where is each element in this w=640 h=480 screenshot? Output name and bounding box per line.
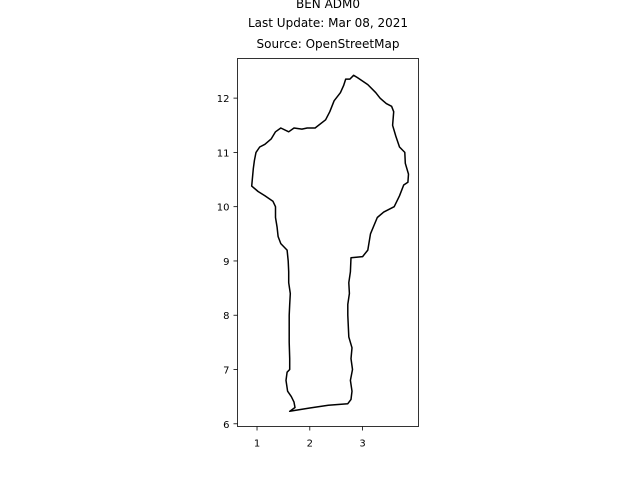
title-line-2: Last Update: Mar 08, 2021 — [248, 16, 408, 30]
y-tick-label: 10 — [217, 203, 230, 214]
plot-frame — [237, 58, 419, 427]
y-tick-label: 8 — [223, 311, 229, 322]
figure-title: BEN ADM0 Last Update: Mar 08, 2021 Sourc… — [248, 0, 408, 51]
country-boundary-outline — [250, 74, 410, 413]
x-axis: 1 2 3 — [254, 426, 366, 450]
y-axis: 6 7 8 9 10 11 12 — [217, 94, 238, 431]
y-tick-label: 7 — [223, 366, 229, 377]
y-tick-label: 6 — [223, 420, 229, 431]
title-line-1: BEN ADM0 — [296, 0, 360, 11]
y-tick-label: 9 — [223, 257, 229, 268]
x-tick-label: 1 — [254, 439, 260, 450]
y-tick-label: 12 — [217, 94, 230, 105]
title-line-3: Source: OpenStreetMap — [257, 37, 400, 51]
y-tick-label: 11 — [217, 148, 230, 159]
x-tick-label: 3 — [359, 439, 365, 450]
x-tick-label: 2 — [307, 439, 313, 450]
